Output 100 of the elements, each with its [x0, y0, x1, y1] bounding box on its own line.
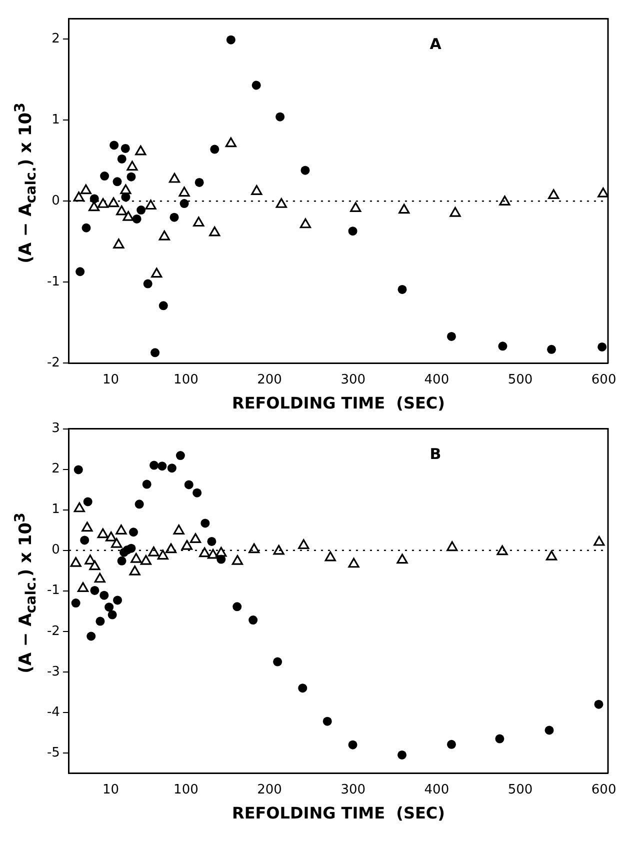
- x-axis-title: REFOLDING TIME (SEC): [232, 804, 445, 823]
- point: [396, 554, 408, 564]
- point: [496, 545, 508, 556]
- x-tick-label: 100: [174, 372, 198, 388]
- point: [117, 556, 126, 566]
- point: [176, 451, 185, 460]
- point: [594, 700, 604, 709]
- x-tick-label: 600: [591, 372, 616, 388]
- point: [232, 554, 244, 565]
- point: [398, 284, 407, 294]
- point: [546, 550, 558, 560]
- point: [83, 497, 92, 506]
- x-tick-label: 200: [257, 372, 282, 388]
- point: [348, 226, 358, 236]
- point: [116, 205, 128, 216]
- y-tick-label: -2: [46, 624, 60, 639]
- point: [216, 554, 226, 564]
- point: [120, 184, 132, 194]
- point: [70, 557, 82, 567]
- point: [499, 196, 510, 206]
- point: [80, 536, 90, 545]
- point: [226, 35, 236, 44]
- y-tick-label: 0: [52, 194, 60, 209]
- point: [116, 524, 127, 534]
- point: [548, 189, 560, 200]
- point: [248, 543, 260, 554]
- point: [273, 544, 284, 555]
- y-tick-label: -4: [46, 704, 60, 720]
- y-tick-label: -1: [46, 583, 60, 598]
- point: [300, 166, 310, 175]
- annotation: A: [430, 34, 442, 53]
- point: [165, 543, 177, 554]
- point: [100, 172, 110, 181]
- point: [276, 112, 285, 122]
- point: [184, 480, 194, 490]
- point: [350, 202, 362, 212]
- x-tick-label: 10: [102, 372, 120, 388]
- point: [276, 198, 287, 208]
- point: [100, 590, 109, 600]
- point: [397, 750, 406, 760]
- point: [398, 204, 410, 214]
- y-tick-label: -5: [46, 745, 60, 760]
- point: [158, 230, 170, 240]
- point: [598, 342, 607, 352]
- point: [598, 188, 608, 198]
- point: [82, 522, 93, 532]
- point: [74, 465, 83, 474]
- x-tick-label: 10: [102, 782, 120, 798]
- point: [298, 539, 310, 550]
- point: [148, 546, 160, 556]
- x-tick-label: 100: [174, 782, 198, 798]
- x-tick-label: 500: [508, 782, 533, 798]
- point: [207, 536, 216, 546]
- point: [110, 140, 119, 150]
- point: [251, 185, 262, 195]
- point: [547, 344, 556, 354]
- point: [129, 566, 140, 576]
- point: [170, 212, 179, 222]
- point: [96, 616, 105, 626]
- point: [232, 602, 242, 612]
- point: [130, 552, 142, 563]
- x-tick-label: 200: [257, 782, 282, 798]
- point: [194, 178, 204, 187]
- x-tick-label: 300: [340, 782, 366, 798]
- point: [248, 616, 258, 625]
- point: [90, 194, 99, 204]
- point: [495, 734, 504, 744]
- point: [122, 211, 134, 221]
- point: [298, 684, 308, 693]
- point: [97, 528, 108, 538]
- point: [324, 551, 336, 562]
- y-tick-label: 0: [52, 542, 60, 558]
- point: [180, 199, 189, 208]
- point: [80, 184, 92, 194]
- point: [143, 279, 152, 288]
- point: [173, 524, 184, 534]
- point: [135, 145, 146, 156]
- point: [106, 531, 117, 542]
- point: [132, 214, 142, 224]
- point: [348, 740, 358, 750]
- point: [167, 464, 176, 473]
- point: [111, 538, 122, 548]
- point: [104, 602, 114, 612]
- point: [207, 548, 219, 559]
- x-axis-title: REFOLDING TIME (SEC): [232, 394, 445, 413]
- point: [113, 596, 122, 605]
- y-tick-label: 2: [52, 462, 60, 477]
- point: [190, 533, 202, 543]
- y-tick-label: 3: [52, 421, 60, 436]
- point: [108, 610, 117, 620]
- point: [151, 268, 162, 278]
- point: [117, 154, 126, 164]
- point: [142, 480, 152, 489]
- point: [82, 223, 91, 232]
- point: [273, 657, 282, 666]
- point: [88, 201, 100, 212]
- point: [145, 200, 156, 210]
- point: [120, 144, 130, 153]
- point: [209, 226, 220, 236]
- y-tick-label: -3: [46, 664, 60, 680]
